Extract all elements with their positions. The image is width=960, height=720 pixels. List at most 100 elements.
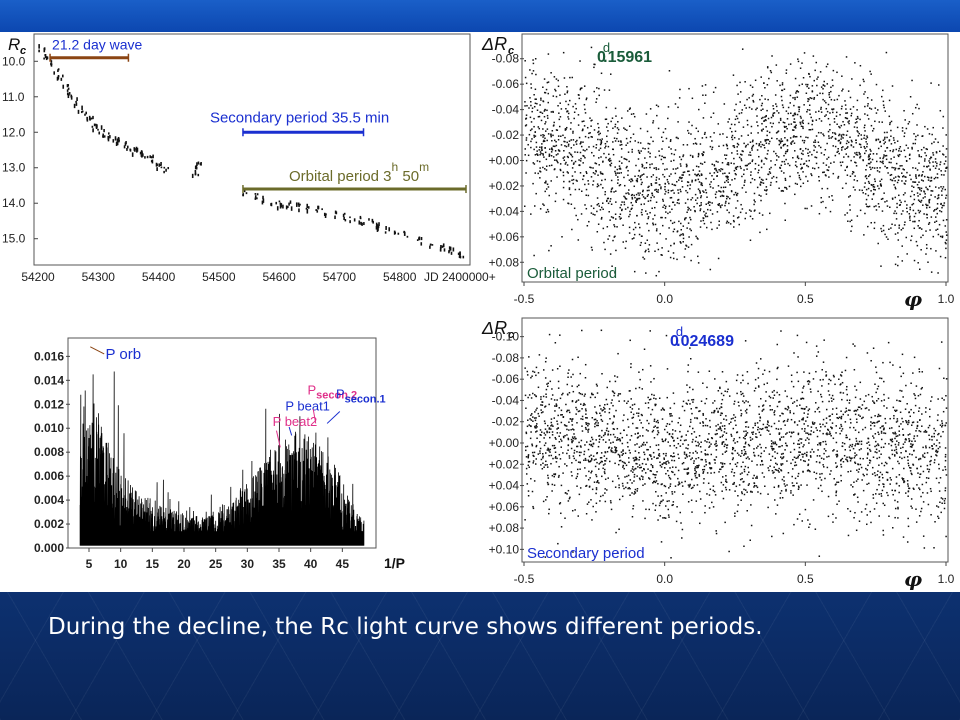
- fold-point: [713, 168, 716, 170]
- fold-point: [535, 146, 538, 148]
- fold-point: [853, 179, 856, 181]
- fold-point: [723, 418, 725, 420]
- fold-point: [649, 156, 651, 158]
- fold-point: [842, 88, 844, 90]
- fold-point: [622, 450, 624, 452]
- fold-point: [793, 401, 796, 403]
- fold-point: [604, 488, 606, 490]
- fold-point: [659, 515, 662, 517]
- fold-point: [776, 110, 778, 112]
- fold-point: [556, 367, 559, 370]
- fold-point: [912, 167, 914, 169]
- fold-point: [894, 431, 896, 434]
- fold-point: [786, 149, 789, 151]
- light-curve-point: [287, 205, 289, 208]
- fold-point: [794, 461, 797, 464]
- fold-point: [644, 148, 646, 150]
- fold-point: [705, 397, 708, 400]
- fold-point: [871, 473, 874, 475]
- fold-point: [762, 179, 764, 181]
- fold-point: [542, 500, 545, 503]
- fold-point: [930, 490, 932, 493]
- fold-point: [846, 393, 848, 396]
- fold-point: [667, 212, 669, 215]
- fold-point: [593, 459, 596, 461]
- fold-point: [527, 154, 530, 157]
- fold-point: [652, 140, 654, 143]
- fold-point: [816, 455, 819, 457]
- fold-point: [778, 394, 781, 396]
- fold-point: [910, 505, 912, 508]
- fold-point: [896, 409, 898, 412]
- fold-point: [853, 368, 856, 371]
- fold-point: [854, 345, 856, 347]
- fold-point: [867, 441, 870, 443]
- fold-point: [601, 429, 603, 432]
- fold-point: [537, 386, 540, 389]
- fold-point: [720, 392, 723, 395]
- fold-point: [546, 109, 548, 112]
- fold-point: [915, 456, 917, 459]
- light-curve-point: [159, 164, 162, 167]
- fold-point: [613, 191, 615, 193]
- fold-point: [767, 98, 769, 101]
- fold-point: [917, 134, 919, 137]
- fold-point: [579, 151, 582, 154]
- fold-point: [575, 107, 577, 110]
- fold-point: [609, 253, 612, 255]
- fold-point: [868, 462, 871, 464]
- fold-point: [611, 187, 614, 189]
- fold-point: [749, 141, 752, 143]
- fold-point: [920, 175, 923, 177]
- fold-point: [875, 112, 878, 114]
- fold-point: [557, 135, 560, 137]
- fold-point: [663, 176, 666, 178]
- light-curve-point: [142, 153, 144, 157]
- fold-point: [914, 181, 917, 183]
- fold-point: [934, 221, 936, 223]
- fold-point: [555, 95, 558, 98]
- fold-point: [785, 125, 787, 128]
- fold-point: [883, 464, 886, 467]
- fold-point: [913, 193, 916, 196]
- fold-point: [769, 140, 771, 143]
- fold-point: [544, 137, 546, 140]
- fold-point: [591, 151, 593, 154]
- fold-point: [749, 84, 752, 87]
- fold-point: [628, 457, 630, 459]
- fold-point: [536, 102, 538, 105]
- fold-point: [702, 472, 704, 474]
- fold-point: [855, 443, 857, 445]
- fold-point: [610, 203, 613, 206]
- fold-point: [595, 492, 597, 495]
- fold-point: [871, 422, 874, 425]
- fold-point: [669, 139, 672, 141]
- fold-point: [878, 479, 881, 482]
- fold-point: [749, 215, 752, 218]
- fold-point: [757, 124, 759, 127]
- fold-point: [721, 453, 724, 455]
- fold-point: [731, 138, 734, 141]
- fold-point: [592, 184, 594, 186]
- fold-point: [545, 158, 548, 161]
- fold-point: [552, 110, 554, 113]
- fold-point: [606, 423, 609, 425]
- fold-point: [676, 506, 678, 508]
- fold-point: [826, 63, 829, 65]
- light-curve-point: [66, 89, 69, 92]
- fold-point: [633, 459, 636, 462]
- fold-point: [616, 427, 619, 430]
- fold-point: [851, 78, 853, 80]
- fold-point: [940, 203, 942, 205]
- light-curve-point: [107, 132, 110, 135]
- fold-point: [897, 507, 899, 510]
- fold-point: [756, 186, 759, 189]
- fold-point: [770, 459, 772, 461]
- fold-point: [870, 521, 872, 524]
- fold-point: [902, 434, 905, 436]
- fold-point: [925, 243, 928, 246]
- fold-point: [832, 408, 834, 410]
- fold-point: [902, 536, 905, 538]
- fold-point: [751, 460, 753, 462]
- fold-point: [867, 162, 870, 165]
